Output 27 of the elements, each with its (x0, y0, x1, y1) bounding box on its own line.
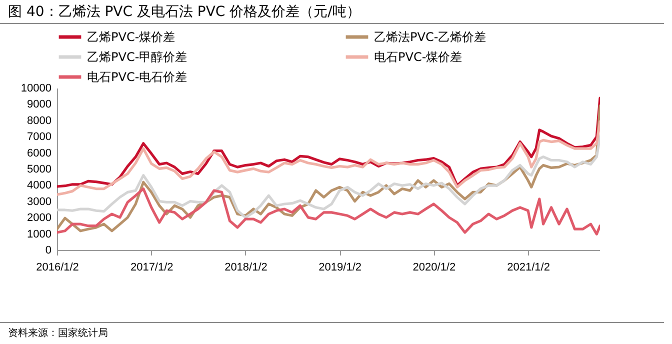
y-tick-label: 10000 (20, 82, 52, 94)
y-tick-label: 6000 (27, 147, 52, 160)
legend-label: 乙烯PVC-煤价差 (87, 30, 176, 44)
legend-label: 乙烯PVC-甲醇价差 (87, 50, 188, 64)
x-tick-label: 2017/1/2 (130, 262, 174, 274)
legend-label: 电石PVC-电石价差 (87, 70, 188, 84)
y-tick-label: 9000 (27, 98, 52, 111)
x-tick-label: 2018/1/2 (224, 262, 268, 274)
x-tick-label: 2020/1/2 (412, 262, 456, 274)
x-tick-label: 2021/1/2 (507, 262, 550, 274)
x-tick-label: 2019/1/2 (318, 262, 362, 274)
x-tick-label: 2016/1/2 (36, 262, 79, 274)
text: 资料来源：国家统计局 (0, 322, 664, 340)
legend-label: 乙烯法PVC-乙烯价差 (374, 30, 486, 44)
line-series (57, 135, 600, 219)
y-tick-label: 0 (45, 244, 52, 256)
y-tick-label: 3000 (27, 196, 52, 208)
y-tick-label: 8000 (27, 114, 52, 127)
y-tick-label: 5000 (27, 164, 52, 176)
chart-title: 图 40：乙烯法 PVC 及电石法 PVC 价格及价差（元/吨） (0, 0, 664, 24)
y-tick-label: 7000 (27, 131, 52, 144)
line-series (57, 120, 600, 196)
y-tick-label: 1000 (27, 228, 52, 240)
y-tick-label: 4000 (27, 180, 52, 192)
y-tick-label: 2000 (27, 212, 52, 224)
legend-label: 电石PVC-煤价差 (374, 50, 462, 64)
line-series (57, 187, 600, 236)
